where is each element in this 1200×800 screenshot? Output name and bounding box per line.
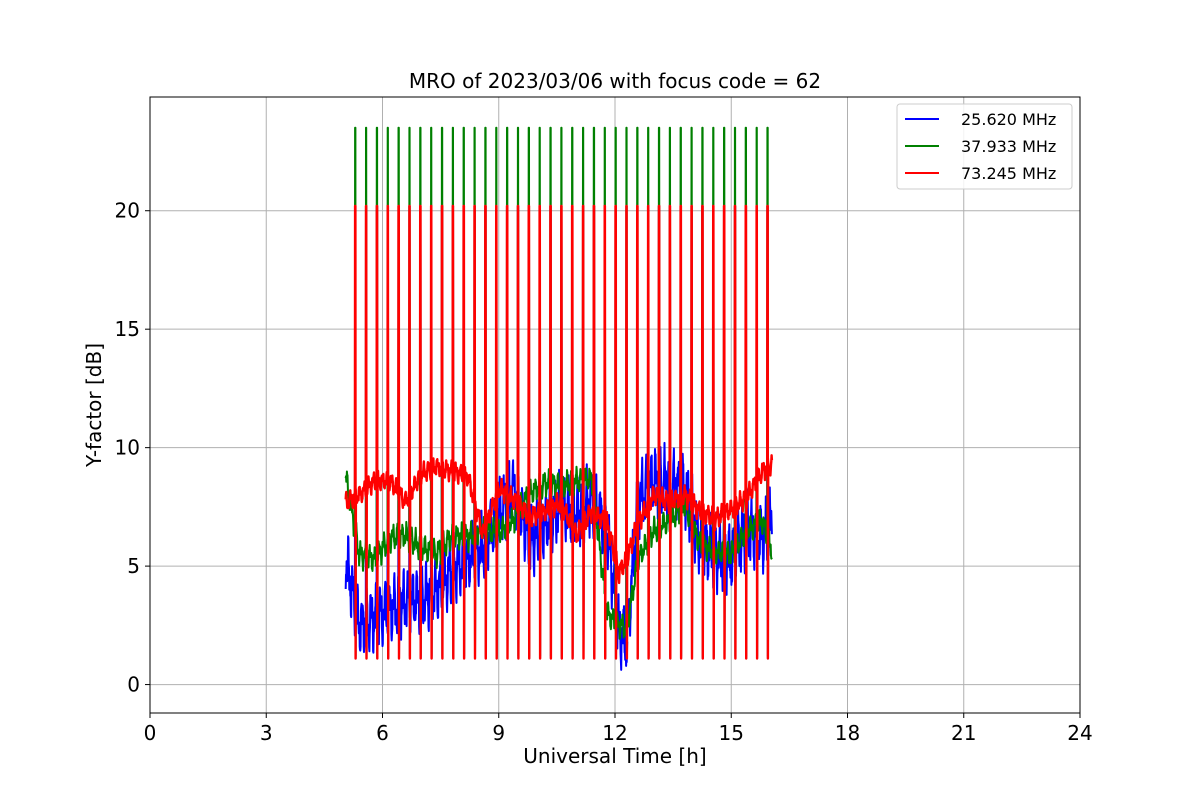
x-tick-label: 0 xyxy=(144,721,157,745)
series-line xyxy=(344,204,774,660)
x-tick-label: 21 xyxy=(951,721,976,745)
x-tick-label: 12 xyxy=(602,721,627,745)
legend-box xyxy=(896,103,1073,190)
y-tick-label: 5 xyxy=(127,554,140,578)
y-axis-label: Y-factor [dB] xyxy=(82,343,106,468)
legend-label: 37.933 MHz xyxy=(961,137,1056,156)
legend: 25.620 MHz 37.933 MHz 73.245 MHz xyxy=(896,103,1073,190)
legend-label: 25.620 MHz xyxy=(961,110,1056,129)
chart-title: MRO of 2023/03/06 with focus code = 62 xyxy=(409,69,821,93)
x-tick-label: 6 xyxy=(376,721,389,745)
x-tick-label: 3 xyxy=(260,721,273,745)
y-tick-label: 10 xyxy=(115,436,140,460)
legend-label: 73.245 MHz xyxy=(961,164,1056,183)
tick-layer: 0 3 6 9 12 15 18 21 24 0 5 10 15 20 xyxy=(115,199,1093,745)
x-tick-label: 24 xyxy=(1067,721,1092,745)
y-tick-label: 20 xyxy=(115,199,140,223)
series-layer xyxy=(344,126,774,671)
x-tick-label: 15 xyxy=(719,721,744,745)
x-tick-label: 9 xyxy=(492,721,505,745)
y-tick-label: 0 xyxy=(127,673,140,697)
x-axis-label: Universal Time [h] xyxy=(523,744,706,768)
x-tick-label: 18 xyxy=(835,721,860,745)
y-tick-label: 15 xyxy=(115,317,140,341)
